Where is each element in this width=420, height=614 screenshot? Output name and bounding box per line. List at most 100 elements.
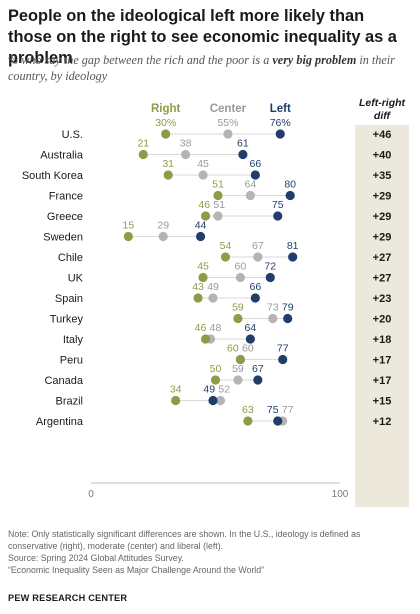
x-tick-label-0: 0 <box>88 489 94 500</box>
dot-left-france <box>285 190 295 201</box>
dot-right-brazil <box>171 395 181 406</box>
dot-center-australia <box>181 149 191 160</box>
diff-value-sweden: +29 <box>373 232 392 244</box>
value-label-center-france: 64 <box>245 179 257 191</box>
diff-value-u-s: +46 <box>373 129 392 141</box>
value-label-left-canada: 67 <box>252 363 264 375</box>
footnote: Note: Only statistically significant dif… <box>8 528 416 576</box>
note-line-1: Note: Only statistically significant dif… <box>8 529 361 539</box>
value-label-left-brazil: 49 <box>203 384 215 396</box>
value-label-right-italy: 46 <box>195 322 207 334</box>
country-label-peru: Peru <box>60 355 83 367</box>
dot-left-greece <box>273 211 283 221</box>
country-label-greece: Greece <box>47 211 83 223</box>
dot-left-u-s <box>275 129 285 139</box>
dot-center-brazil <box>215 395 226 406</box>
dot-center-uk <box>235 272 245 283</box>
value-label-left-turkey: 79 <box>282 302 294 314</box>
dot-left-south-korea <box>250 170 260 180</box>
diff-value-greece: +29 <box>373 211 392 223</box>
diff-value-brazil: +15 <box>373 396 392 408</box>
legend-right: Right <box>151 103 181 115</box>
organization-name: PEW RESEARCH CENTER <box>8 593 128 603</box>
diff-value-south-korea: +35 <box>373 170 392 182</box>
chart-title: People on the ideological left more like… <box>8 7 397 67</box>
dot-center-south-korea <box>198 170 208 180</box>
report-title-line: “Economic Inequality Seen as Major Chall… <box>8 565 265 575</box>
subtitle-tail: in their country, by ideology <box>8 53 395 83</box>
dot-right-australia <box>138 149 148 160</box>
dot-left-uk <box>265 272 275 283</box>
value-label-left-u-s: 76% <box>270 117 291 129</box>
note-line-2: conservative (right), moderate (center) … <box>8 541 224 551</box>
subtitle-emphasis: very big problem <box>272 53 357 67</box>
diff-value-turkey: +20 <box>373 314 392 326</box>
value-label-left-france: 80 <box>284 179 296 191</box>
dot-center-turkey <box>268 313 278 324</box>
dot-right-turkey <box>233 313 243 324</box>
dot-left-peru <box>278 354 288 365</box>
value-label-right-spain: 43 <box>192 281 204 293</box>
value-label-center-peru: 60 <box>242 343 254 355</box>
value-label-left-uk: 72 <box>264 261 276 273</box>
value-label-right-uk: 45 <box>197 261 209 273</box>
value-label-left-sweden: 44 <box>195 220 207 232</box>
value-label-left-peru: 77 <box>277 343 289 355</box>
dot-right-u-s <box>161 129 171 139</box>
dot-left-brazil <box>208 395 218 406</box>
country-label-australia: Australia <box>40 150 84 162</box>
dot-left-chile <box>288 252 298 262</box>
dot-left-italy <box>245 334 255 344</box>
dot-right-peru <box>235 354 245 365</box>
value-label-left-spain: 66 <box>249 281 261 293</box>
value-label-left-argentina: 75 <box>267 404 279 416</box>
diff-value-spain: +23 <box>373 293 392 305</box>
country-label-canada: Canada <box>44 375 83 387</box>
value-label-center-italy: 48 <box>210 322 222 334</box>
dot-right-spain <box>193 293 203 303</box>
dot-left-argentina <box>273 416 283 426</box>
country-label-brazil: Brazil <box>55 396 83 408</box>
chart-subtitle: % who say the gap between the rich and t… <box>8 52 412 84</box>
diff-column-background <box>355 125 409 507</box>
dot-left-spain <box>250 293 260 303</box>
diff-value-france: +29 <box>373 191 392 203</box>
dot-right-france <box>213 190 223 201</box>
dot-center-chile <box>253 252 263 262</box>
dot-left-sweden <box>195 231 206 242</box>
value-label-right-france: 51 <box>212 179 224 191</box>
value-label-center-chile: 67 <box>252 240 264 252</box>
country-label-france: France <box>49 191 83 203</box>
source-line: Source: Spring 2024 Global Attitudes Sur… <box>8 553 184 563</box>
legend-center: Center <box>210 103 247 115</box>
value-label-right-u-s: 30% <box>155 117 176 129</box>
value-label-right-south-korea: 31 <box>162 158 174 170</box>
diff-value-chile: +27 <box>373 252 392 264</box>
diff-header-line-2: diff <box>374 110 392 122</box>
value-label-right-canada: 50 <box>210 363 222 375</box>
value-label-center-canada: 59 <box>232 363 244 375</box>
value-label-left-italy: 64 <box>245 322 257 334</box>
value-label-right-greece: 46 <box>198 199 210 211</box>
dot-right-argentina <box>243 416 253 426</box>
value-label-left-australia: 61 <box>237 138 249 150</box>
value-label-center-greece: 51 <box>213 199 225 211</box>
country-label-turkey: Turkey <box>50 314 84 326</box>
value-label-right-australia: 21 <box>137 138 149 150</box>
dot-right-sweden <box>123 231 133 242</box>
legend-left: Left <box>270 103 291 115</box>
dot-right-canada <box>210 375 221 385</box>
country-label-sweden: Sweden <box>43 232 83 244</box>
value-label-center-south-korea: 45 <box>197 158 209 170</box>
value-label-center-u-s: 55% <box>217 117 238 129</box>
value-label-center-australia: 38 <box>180 138 192 150</box>
dot-center-u-s <box>223 129 233 139</box>
dot-right-chile <box>220 252 231 262</box>
value-label-left-greece: 75 <box>272 199 284 211</box>
value-label-right-chile: 54 <box>220 240 232 252</box>
diff-header-line-1: Left-right <box>359 97 406 109</box>
value-label-right-sweden: 15 <box>123 220 135 232</box>
subtitle-lead: % who say the gap between the rich and t… <box>8 53 273 67</box>
value-label-center-uk: 60 <box>235 261 247 273</box>
